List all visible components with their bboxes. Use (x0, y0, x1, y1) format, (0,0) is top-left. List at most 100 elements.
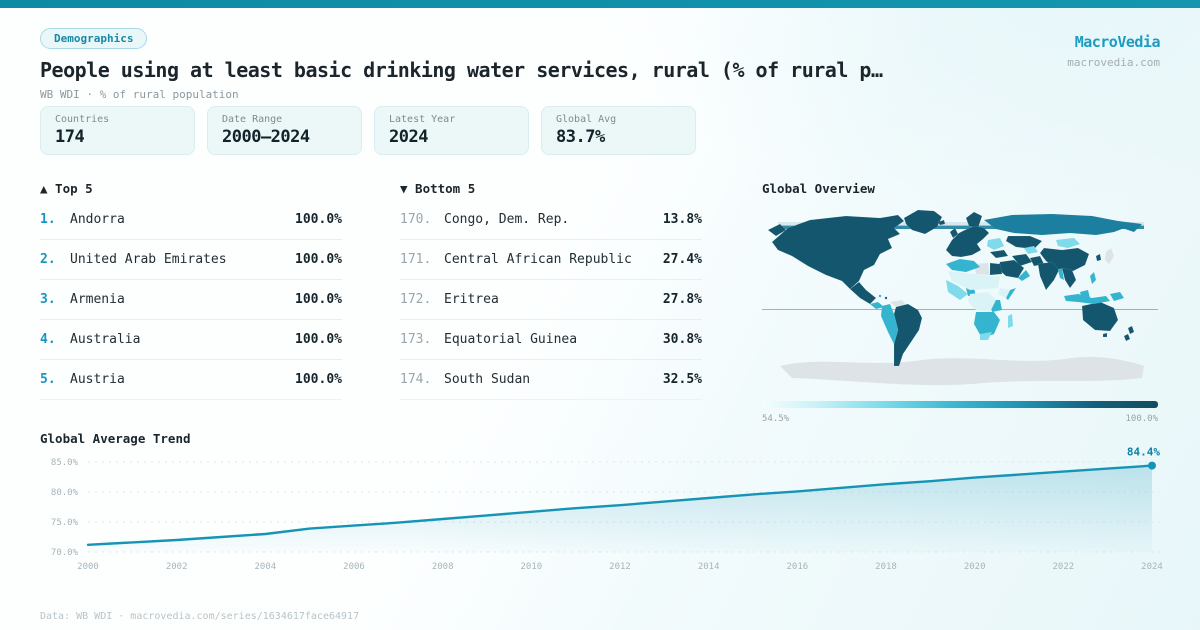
rank-number: 1. (40, 212, 56, 227)
country-value: 27.4% (662, 252, 702, 267)
svg-text:75.0%: 75.0% (51, 518, 79, 528)
brand-domain: macrovedia.com (1067, 56, 1160, 69)
rank-number: 171. (400, 252, 432, 267)
svg-text:2024: 2024 (1141, 562, 1163, 572)
list-item: 173. Equatorial Guinea 30.8% (400, 320, 702, 360)
top5-heading: ▲ Top 5 (40, 181, 93, 196)
country-name: Andorra (70, 212, 125, 227)
stat-card: Global Avg 83.7% (541, 106, 696, 155)
country-value: 27.8% (662, 292, 702, 307)
list-item: 5. Austria 100.0% (40, 360, 342, 400)
list-item: 172. Eritrea 27.8% (400, 280, 702, 320)
rank-number: 173. (400, 332, 432, 347)
svg-text:2020: 2020 (964, 562, 986, 572)
list-item: 1. Andorra 100.0% (40, 200, 342, 240)
stat-label: Date Range (222, 114, 283, 125)
country-name: United Arab Emirates (70, 252, 227, 267)
list-item: 3. Armenia 100.0% (40, 280, 342, 320)
rank-number: 172. (400, 292, 432, 307)
list-item: 2. United Arab Emirates 100.0% (40, 240, 342, 280)
svg-text:2018: 2018 (875, 562, 897, 572)
map-region-group-mid (870, 259, 1124, 344)
map-region-group-high (767, 209, 1135, 367)
rank-number: 170. (400, 212, 432, 227)
country-name: Armenia (70, 292, 125, 307)
trend-line-chart: 70.0% 75.0% 80.0% 85.0% 2000 2002 2004 2006 2008… (51, 446, 1163, 572)
svg-text:2002: 2002 (166, 562, 188, 572)
svg-text:80.0%: 80.0% (51, 488, 79, 498)
stat-cards: Countries 174 Date Range 2000–2024 Lates… (40, 106, 696, 155)
rank-number: 3. (40, 292, 56, 307)
svg-text:2004: 2004 (254, 562, 276, 572)
svg-text:70.0%: 70.0% (51, 548, 79, 558)
bottom5-heading: ▼ Bottom 5 (400, 181, 476, 196)
stat-card: Latest Year 2024 (374, 106, 529, 155)
trend-section: Global Average Trend 70.0% 75.0% 80.0% 85.0… (40, 431, 1163, 582)
svg-text:2012: 2012 (609, 562, 631, 572)
bottom5-section: ▼ Bottom 5 170. Congo, Dem. Rep. 13.8% 1… (400, 181, 702, 400)
stat-card: Date Range 2000–2024 (207, 106, 362, 155)
list-item: 174. South Sudan 32.5% (400, 360, 702, 400)
map-region-group-low (946, 238, 1080, 340)
svg-text:2016: 2016 (786, 562, 808, 572)
top5-section: ▲ Top 5 1. Andorra 100.0% 2. United Arab… (40, 181, 342, 400)
map-color-scale (762, 401, 1158, 408)
svg-text:2010: 2010 (520, 562, 542, 572)
brand-block: MacroVedia macrovedia.com (1067, 33, 1160, 69)
stat-value: 83.7% (556, 127, 605, 147)
rank-number: 5. (40, 372, 56, 387)
svg-text:2014: 2014 (698, 562, 720, 572)
equator-line (762, 309, 1158, 310)
map-title: Global Overview (762, 181, 875, 196)
map-region-group-no-data (780, 248, 1144, 386)
brand-name: MacroVedia (1074, 33, 1161, 51)
stat-label: Global Avg (556, 114, 617, 125)
page-title: People using at least basic drinking wat… (40, 58, 883, 82)
rank-number: 4. (40, 332, 56, 347)
country-value: 100.0% (295, 332, 342, 347)
country-value: 100.0% (295, 292, 342, 307)
footer-source: Data: WB WDI · macrovedia.com/series/163… (40, 611, 360, 622)
country-value: 30.8% (662, 332, 702, 347)
stat-label: Countries (55, 114, 110, 125)
stat-label: Latest Year (389, 114, 456, 125)
map-region-group-very-low (948, 271, 1010, 312)
stat-value: 2000–2024 (222, 127, 310, 147)
map-section: Global Overview (762, 181, 1158, 424)
svg-text:2006: 2006 (343, 562, 365, 572)
rank-number: 174. (400, 372, 432, 387)
country-value: 100.0% (295, 252, 342, 267)
map-legend-labels: 54.5% 100.0% (762, 414, 1158, 424)
country-name: South Sudan (444, 372, 531, 387)
country-value: 100.0% (295, 372, 342, 387)
country-name: Eritrea (444, 292, 499, 307)
rank-number: 2. (40, 252, 56, 267)
top-accent-bar (0, 0, 1200, 8)
country-name: Central African Republic (444, 252, 632, 267)
country-value: 32.5% (662, 372, 702, 387)
list-item: 170. Congo, Dem. Rep. 13.8% (400, 200, 702, 240)
header: Demographics People using at least basic… (40, 27, 883, 101)
svg-text:2022: 2022 (1052, 562, 1074, 572)
country-name: Equatorial Guinea (444, 332, 578, 347)
bottom5-rows: 170. Congo, Dem. Rep. 13.8% 171. Central… (400, 200, 702, 400)
list-item: 4. Australia 100.0% (40, 320, 342, 360)
stat-value: 174 (55, 127, 85, 147)
country-value: 100.0% (295, 212, 342, 227)
svg-text:2000: 2000 (77, 562, 99, 572)
country-name: Congo, Dem. Rep. (444, 212, 570, 227)
legend-min-label: 54.5% (762, 414, 790, 424)
stat-card: Countries 174 (40, 106, 195, 155)
category-badge: Demographics (40, 28, 148, 49)
country-value: 13.8% (662, 212, 702, 227)
world-choropleth-map (762, 209, 1158, 386)
stat-value: 2024 (389, 127, 428, 147)
country-name: Australia (70, 332, 141, 347)
svg-text:2008: 2008 (432, 562, 454, 572)
page-subtitle: WB WDI · % of rural population (40, 88, 239, 101)
trend-title: Global Average Trend (40, 431, 191, 446)
top5-rows: 1. Andorra 100.0% 2. United Arab Emirate… (40, 200, 342, 400)
svg-text:84.4%: 84.4% (1127, 446, 1160, 459)
svg-text:85.0%: 85.0% (51, 458, 79, 468)
